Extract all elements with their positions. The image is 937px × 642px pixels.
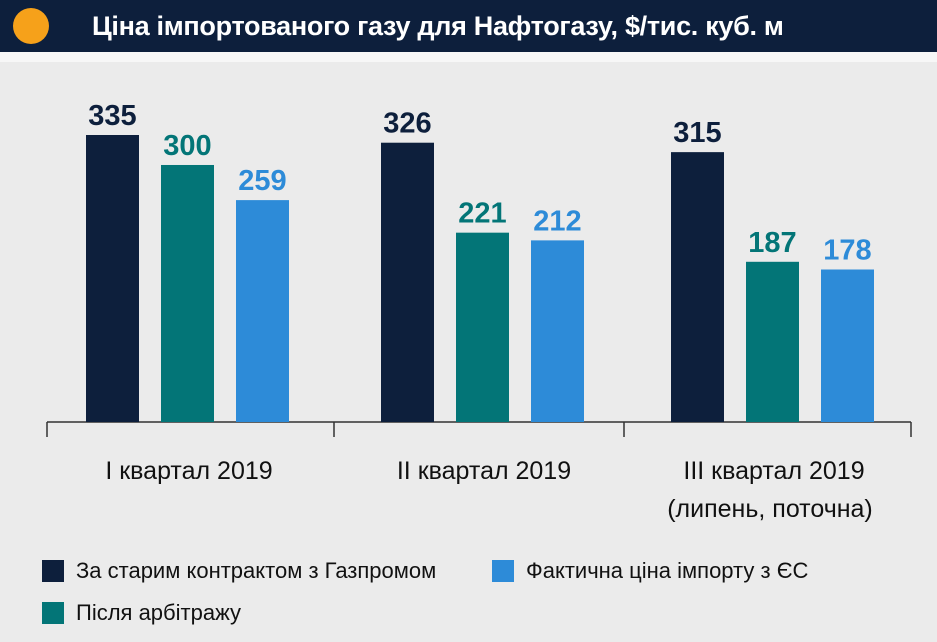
legend-item-eu-import: Фактична ціна імпорту з ЄС xyxy=(492,558,808,584)
data-label-eu-import-q2: 212 xyxy=(533,205,581,237)
bar-after-arbitration-q2 xyxy=(456,232,509,422)
bar-old-contract-q1 xyxy=(86,135,139,422)
orange-circle-icon xyxy=(13,8,49,44)
chart-title: Ціна імпортованого газу для Нафтогазу, $… xyxy=(92,11,784,41)
legend-label-old-contract: За старим контрактом з Газпромом xyxy=(76,558,437,583)
category-label-q1: І квартал 2019 xyxy=(105,457,272,485)
data-label-after-arbitration-q1: 300 xyxy=(163,130,211,162)
category-label-q3-sub: (липень, поточна) xyxy=(667,495,873,523)
category-label-q2: ІІ квартал 2019 xyxy=(397,457,571,485)
legend-swatch-after-arbitration xyxy=(42,602,64,624)
data-label-after-arbitration-q2: 221 xyxy=(458,198,506,230)
legend-label-after-arbitration: Після арбітражу xyxy=(76,600,242,625)
legend-item-old-contract: За старим контрактом з Газпромом xyxy=(42,558,436,584)
data-label-old-contract-q3: 315 xyxy=(673,117,721,149)
data-label-after-arbitration-q3: 187 xyxy=(748,227,796,259)
header-divider xyxy=(0,52,937,62)
bar-eu-import-q3 xyxy=(821,269,874,422)
data-label-old-contract-q1: 335 xyxy=(88,100,136,132)
bar-chart: 335 300 259 І квартал 2019 326 221 212 ІІ кварт… xyxy=(46,100,912,523)
bar-eu-import-q1 xyxy=(236,200,289,422)
legend-swatch-old-contract xyxy=(42,560,64,582)
legend-swatch-eu-import xyxy=(492,560,514,582)
bar-eu-import-q2 xyxy=(531,240,584,422)
bar-old-contract-q2 xyxy=(381,142,434,422)
chart-legend: За старим контрактом з Газпромом Фактичн… xyxy=(0,540,937,640)
bar-after-arbitration-q3 xyxy=(746,261,799,422)
legend-item-after-arbitration: Після арбітражу xyxy=(42,600,241,626)
category-label-q3: ІІІ квартал 2019 xyxy=(683,457,864,485)
chart-header: Ціна імпортованого газу для Нафтогазу, $… xyxy=(0,0,937,52)
bar-old-contract-q3 xyxy=(671,152,724,422)
legend-label-eu-import: Фактична ціна імпорту з ЄС xyxy=(526,558,809,583)
data-label-old-contract-q2: 326 xyxy=(383,108,431,140)
bar-after-arbitration-q1 xyxy=(161,164,214,422)
data-label-eu-import-q1: 259 xyxy=(238,165,286,197)
data-label-eu-import-q3: 178 xyxy=(823,235,871,267)
